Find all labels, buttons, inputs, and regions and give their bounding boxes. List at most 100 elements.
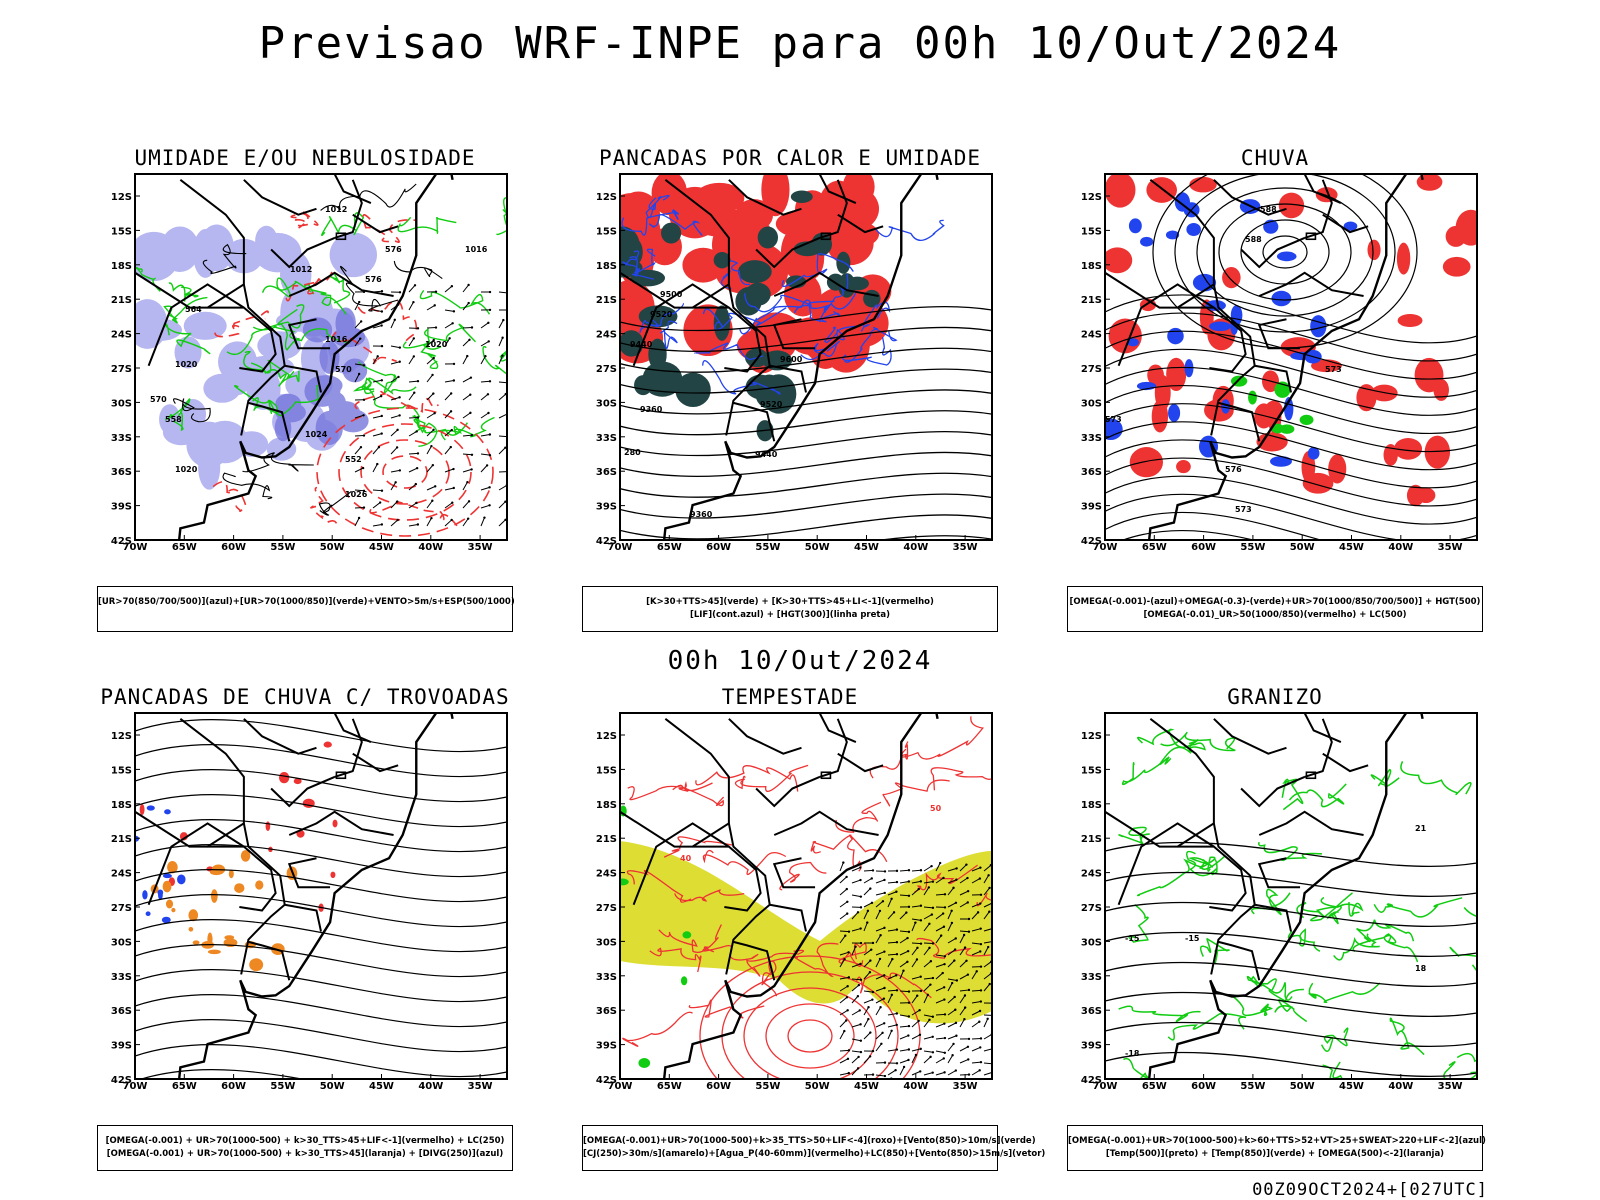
border-line (818, 174, 857, 204)
wind-arrow (372, 325, 382, 329)
wind-arrow-head (895, 1012, 899, 1015)
wind-arrow-head (398, 360, 401, 363)
map: 588 588 573 573 576 573 12S 15S 18S 21S 24S 27S 30S 3… (1081, 173, 1478, 553)
field-blob (1442, 256, 1471, 277)
wind-arrow-head (467, 500, 471, 503)
contour-line (1118, 1005, 1201, 1023)
contour-line (358, 361, 397, 394)
lon-tick-label: 35W (468, 542, 493, 553)
wind-arrow (354, 363, 364, 366)
field-blob (162, 419, 200, 446)
wind-arrow-head (979, 1046, 982, 1049)
streamline (620, 326, 992, 353)
wind-arrow-head (859, 941, 863, 945)
wind-arrow-head (914, 921, 917, 924)
wind-arrow (863, 1056, 871, 1064)
contour-line (440, 416, 495, 441)
field-blob (171, 907, 176, 913)
border-line (288, 810, 394, 836)
wind-arrow (462, 355, 468, 365)
streamline (1105, 1021, 1477, 1048)
contour-line (1160, 731, 1236, 752)
wind-arrow-head (870, 877, 873, 880)
field-blob (332, 819, 338, 828)
wind-arrow (390, 501, 398, 509)
wind-arrow (863, 869, 874, 872)
wind-arrow (863, 1018, 869, 1028)
wind-arrow-head (967, 988, 971, 992)
wind-arrow (935, 999, 945, 1004)
wind-arrow (947, 1009, 956, 1016)
wind-arrow-head (450, 428, 453, 432)
wind-arrow-head (979, 1060, 983, 1064)
contour-line (847, 834, 888, 872)
wind-arrow (887, 891, 897, 896)
wind-arrow-head (979, 866, 982, 869)
wind-arrow-head (950, 981, 954, 985)
contour-line (1167, 1012, 1247, 1041)
contour-label: -15 (1185, 934, 1200, 943)
field-blob (167, 861, 178, 874)
legend-line: [OMEGA(-0.001)-(azul)+OMEGA(-0.3)-(verde… (1069, 597, 1481, 607)
wind-arrow (839, 1072, 849, 1076)
federal-district (1305, 232, 1317, 241)
wind-arrow-head (451, 501, 454, 504)
field-blob (207, 949, 221, 955)
closed-contours (316, 407, 494, 537)
wind-arrow-head (432, 428, 435, 432)
contour-label: 9360 (640, 405, 663, 414)
wind-arrow-head (895, 974, 898, 977)
wind-arrow-head (942, 1057, 945, 1060)
contour-line (496, 212, 507, 236)
wind-arrow (887, 1024, 897, 1028)
wind-arrow (839, 958, 845, 968)
wind-arrow (863, 960, 871, 968)
streamline (1105, 330, 1477, 380)
wind-arrow-head (917, 887, 920, 891)
wind-arrow-head (468, 338, 471, 341)
streamline (620, 493, 992, 519)
wind-arrow (863, 999, 873, 1004)
wind-arrow (935, 986, 945, 992)
wind-arrow (390, 319, 396, 329)
streamline (1105, 991, 1477, 1018)
lat-tick-label: 12S (111, 731, 132, 742)
lat-tick-label: 36S (1081, 1006, 1102, 1017)
wind-arrow-head (362, 489, 366, 492)
wind-arrow-head (976, 911, 980, 914)
wind-arrow-head (866, 921, 869, 924)
lat-tick-label: 18S (596, 800, 617, 811)
map: 1012 1012 1016 1016 1020 1020 1024 1020 1026 570 5… (111, 173, 508, 553)
contour-line (1274, 999, 1308, 1023)
lat-tick-label: 18S (1081, 261, 1102, 272)
closed-contour (765, 1003, 855, 1069)
lat-tick-label: 27S (111, 364, 132, 375)
closed-contour (1262, 235, 1308, 269)
lat-tick-label: 21S (1081, 834, 1102, 845)
wind-arrow-head (939, 934, 943, 937)
field-blob (620, 878, 629, 886)
wind-arrow (935, 893, 946, 896)
wind-arrow (863, 878, 873, 884)
wind-arrow (935, 972, 944, 980)
wind-arrow (372, 502, 381, 509)
wind-arrow-head (942, 925, 946, 928)
wind-arrow-head (895, 953, 899, 956)
wind-arrow (444, 487, 454, 491)
contour-line (1443, 1061, 1477, 1079)
wind-arrow-head (895, 989, 899, 992)
wind-arrow (935, 1013, 946, 1016)
field-blob (863, 289, 881, 308)
contour-line (1373, 897, 1463, 918)
wind-arrow (426, 357, 435, 365)
field-blob (257, 331, 302, 361)
wind-arrow-head (907, 1058, 910, 1062)
lat-tick-label: 33S (596, 972, 617, 983)
wind-arrow-head (846, 1057, 850, 1061)
field-blob (1105, 247, 1133, 274)
lon-tick-label: 55W (755, 542, 780, 553)
contour-line (835, 801, 882, 833)
country-borders (135, 174, 454, 540)
wind-arrow-head (394, 481, 397, 484)
